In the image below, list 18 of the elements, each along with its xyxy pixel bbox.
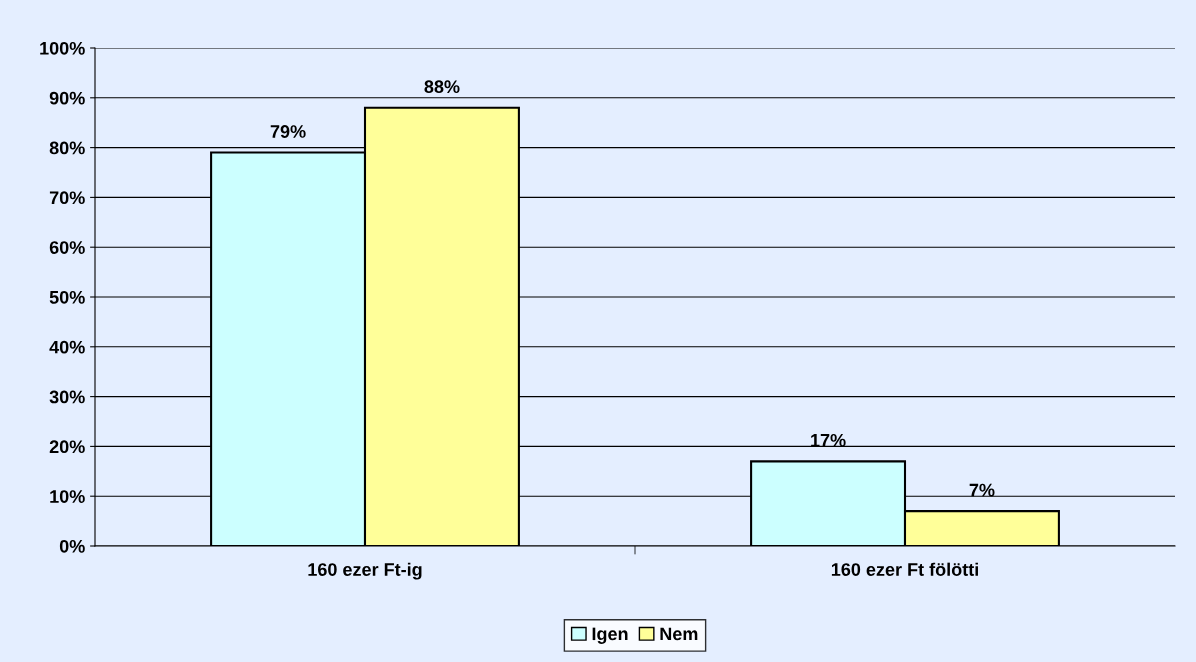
y-tick-label: 10% bbox=[50, 490, 85, 503]
x-tick-label: 160 ezer Ft-ig bbox=[308, 562, 422, 580]
y-tick-label: 100% bbox=[40, 41, 85, 55]
y-tick-label: 30% bbox=[49, 390, 85, 404]
y-tick-label: 0% bbox=[59, 539, 85, 553]
x-tick-label: 160 ezer Ft fölötti bbox=[831, 562, 978, 576]
y-tick-label: 20% bbox=[49, 440, 85, 454]
data-label: 88% bbox=[424, 80, 460, 94]
y-tick-label: 70% bbox=[49, 191, 85, 205]
y-tick-label: 40% bbox=[49, 340, 85, 354]
legend-label: Nem bbox=[660, 627, 698, 641]
y-tick-label: 50% bbox=[49, 290, 85, 304]
y-tick-label: 80% bbox=[49, 141, 85, 155]
legend-label: Igen bbox=[592, 627, 628, 644]
y-tick-label: 90% bbox=[49, 91, 85, 105]
y-tick-label: 60% bbox=[49, 241, 85, 254]
data-label: 79% bbox=[270, 125, 306, 138]
data-label: 7% bbox=[969, 483, 995, 497]
